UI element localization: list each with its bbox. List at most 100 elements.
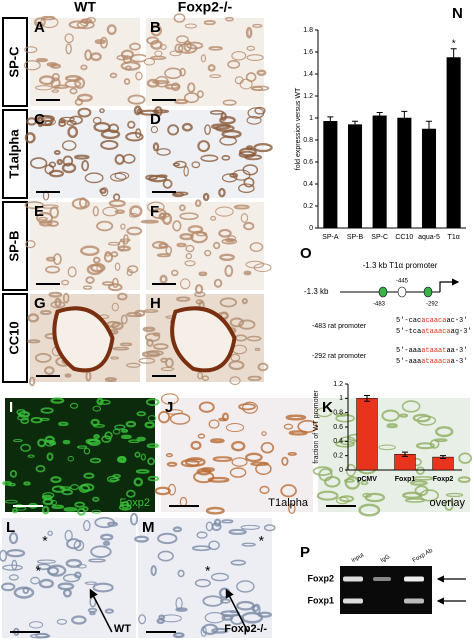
tissue (80, 245, 100, 257)
tissue (64, 373, 72, 378)
tissue (93, 121, 111, 133)
tissue (138, 614, 147, 625)
panel-letter: G (34, 295, 46, 312)
tissue (0, 549, 8, 562)
tissue (205, 506, 225, 515)
tissue (197, 433, 206, 439)
tissue (69, 115, 83, 125)
tissue (231, 457, 248, 467)
tissue (129, 42, 141, 51)
tissue (256, 69, 267, 77)
tissue (100, 139, 119, 150)
tissue (38, 216, 48, 221)
tissue (13, 586, 35, 599)
tissue (46, 62, 58, 67)
tissue (56, 618, 68, 625)
row-label-box (2, 109, 28, 199)
panel-caption: WT (114, 623, 131, 635)
tissue (445, 492, 464, 498)
tissue (409, 480, 428, 486)
tissue (90, 545, 112, 558)
tissue (245, 260, 265, 269)
tissue (239, 78, 253, 90)
tissue (181, 122, 193, 132)
tissue (64, 529, 73, 542)
tissue (29, 157, 48, 169)
tissue (73, 539, 85, 552)
binding-site (423, 286, 433, 298)
tissue (236, 580, 255, 593)
tissue (312, 466, 333, 476)
tissue (84, 49, 92, 61)
tissue (229, 172, 239, 178)
tissue (62, 155, 74, 167)
tissue (245, 72, 257, 83)
tissue (129, 512, 139, 526)
tissue (82, 506, 89, 512)
tissue (386, 423, 398, 429)
tissue (173, 13, 186, 23)
tissue (208, 540, 220, 551)
tissue (94, 39, 106, 45)
tissue (404, 498, 426, 503)
tissue (104, 377, 117, 383)
tissue (110, 356, 119, 360)
tissue (106, 24, 117, 35)
tissue (126, 226, 143, 236)
tissue (288, 430, 308, 436)
tissue (202, 595, 224, 607)
tissue (23, 60, 41, 71)
binding-site (378, 286, 388, 298)
bar (347, 124, 363, 229)
tissue (91, 509, 101, 514)
tissue (257, 611, 272, 618)
tissue (187, 82, 196, 93)
tissue (51, 89, 60, 93)
panel-letter: J (165, 399, 173, 416)
tissue (246, 54, 264, 62)
tissue (378, 444, 396, 451)
x-tick-label: SP-B (347, 234, 364, 241)
promoter-title: -1.3 kb T1α promoter (363, 261, 438, 270)
column-header: WT (74, 0, 96, 15)
tissue (61, 489, 73, 496)
error-bar (440, 455, 446, 460)
gel-image (340, 566, 432, 614)
tissue (150, 24, 162, 37)
site-label: -483 (373, 302, 386, 308)
tissue (120, 49, 135, 60)
tissue (114, 209, 125, 215)
micrograph (2, 397, 160, 516)
tissue (180, 278, 191, 290)
tissue (96, 397, 104, 406)
tissue (99, 399, 111, 405)
tissue (156, 253, 171, 258)
tissue (134, 535, 149, 543)
tissue (58, 120, 67, 127)
tissue (214, 124, 235, 132)
tissue (415, 442, 435, 450)
tissue (145, 174, 158, 181)
tissue (36, 559, 56, 564)
micrograph (24, 197, 143, 292)
error-bar (426, 120, 432, 138)
tissue (196, 90, 204, 99)
tissue (87, 438, 101, 446)
tissue (76, 20, 95, 30)
tissue (339, 495, 355, 503)
micrograph (140, 106, 273, 202)
tissue (27, 339, 41, 344)
bar (356, 398, 378, 471)
sequence-part: ac-3' (446, 317, 467, 325)
tissue (80, 64, 88, 71)
tissue (444, 499, 454, 511)
arrow (89, 588, 113, 633)
tissue (48, 161, 57, 168)
tissue (126, 362, 141, 368)
tissue (198, 401, 215, 413)
tissue (457, 476, 471, 483)
tissue (219, 297, 238, 308)
sequence-part: ataaaca (421, 358, 450, 366)
tissue (50, 476, 62, 484)
